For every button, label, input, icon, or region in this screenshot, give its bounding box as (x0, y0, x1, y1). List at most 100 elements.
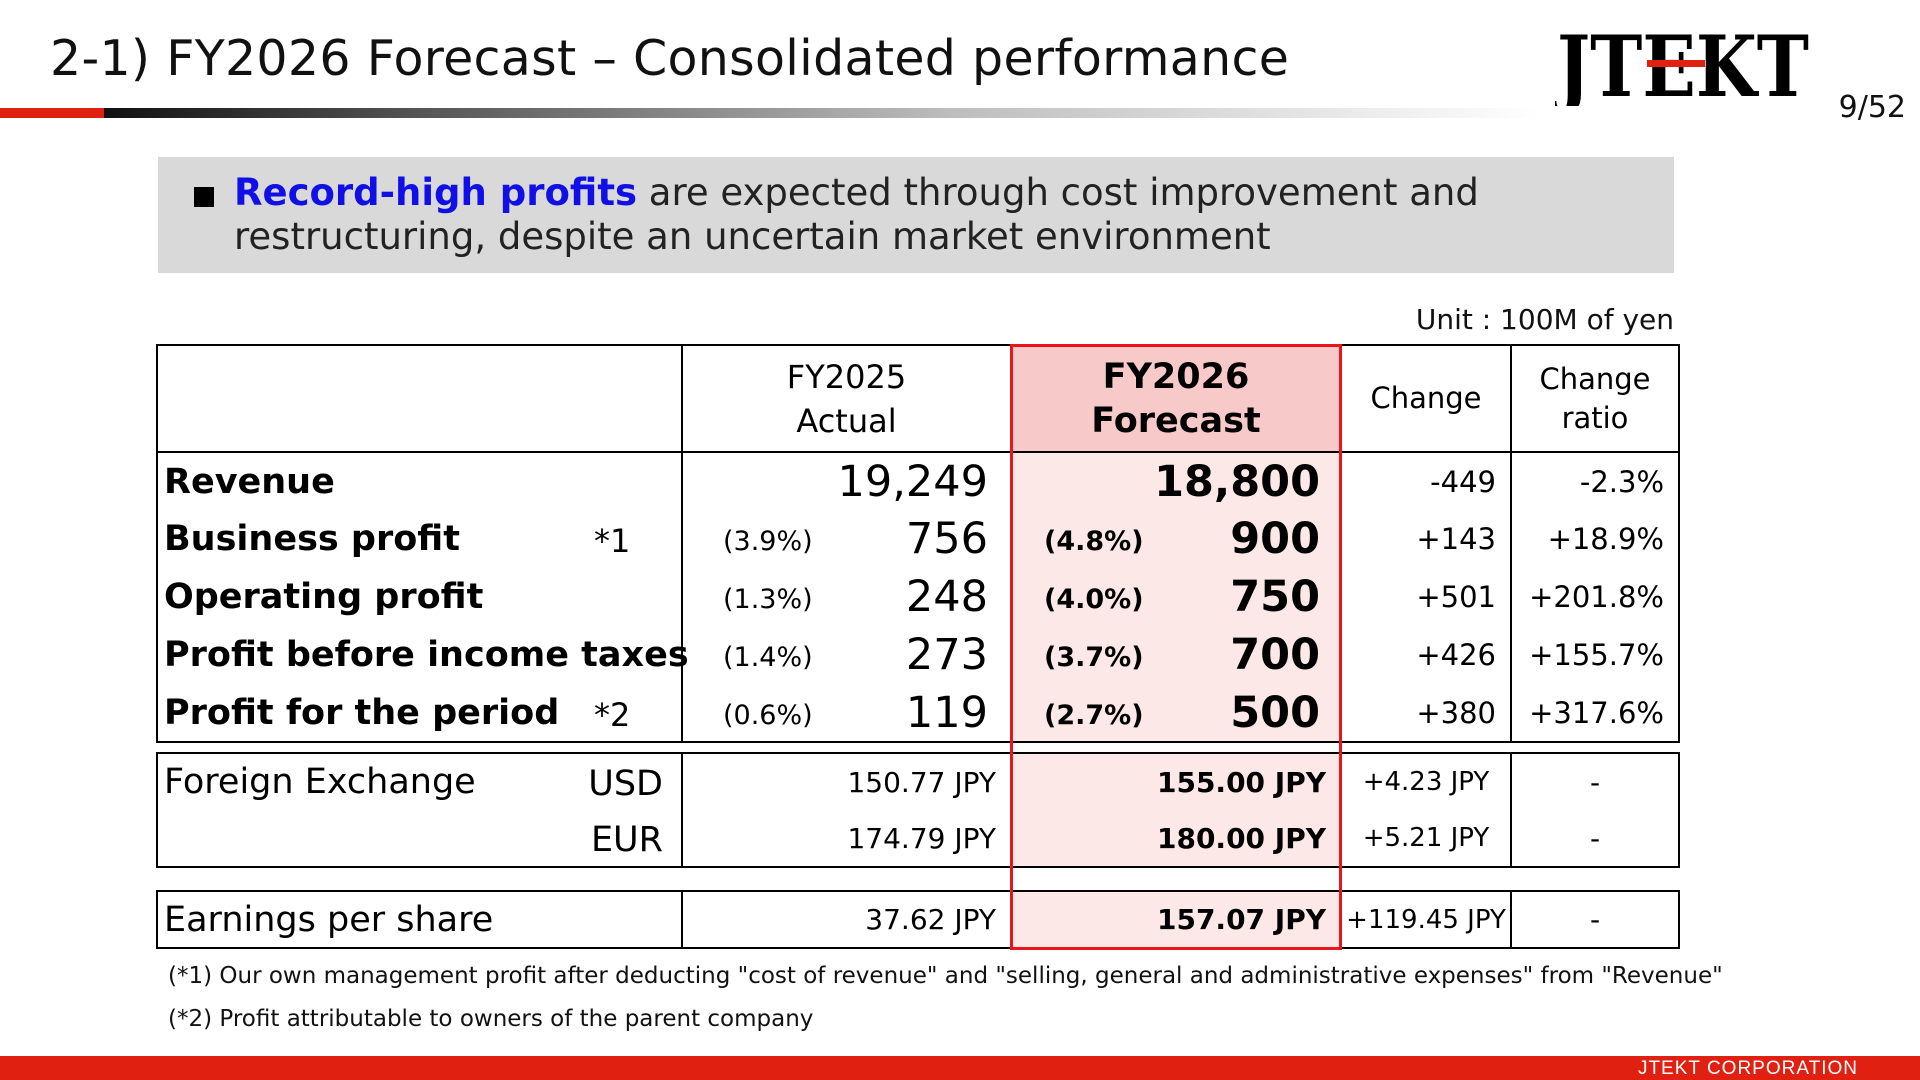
summary-rest: are expected through cost improvement an… (234, 171, 1479, 258)
title-underline-bar (0, 108, 1540, 118)
forecast-margin-pct: (2.7%) (1044, 700, 1144, 731)
row-label: Revenue (157, 452, 682, 510)
actual-cell-inner: (1.3%) 248 (683, 568, 1010, 626)
header-change: Change (1340, 345, 1511, 453)
change-value: +143 (1340, 510, 1511, 568)
table-row: Revenue 19,249 18,800 -449 -2.3% (157, 452, 1679, 510)
row-label-text: Operating profit (164, 577, 484, 617)
forecast-cell-inner: (3.7%) 700 (1012, 626, 1340, 684)
fx-forecast: 155.00 JPY (1010, 753, 1341, 810)
row-note-mark: *2 (594, 696, 631, 734)
fx-ratio: - (1510, 753, 1679, 810)
jtekt-logo: JTEKT (1555, 26, 1809, 106)
change-value: +380 (1340, 684, 1511, 742)
fx-label-cell: Foreign Exchange USD (157, 753, 682, 810)
forecast-value: 900 (1230, 514, 1320, 564)
fx-currency: EUR (590, 820, 663, 860)
forecast-cell: (3.7%) 700 (1010, 626, 1341, 684)
summary-text: Record-high profits are expected through… (234, 171, 1654, 259)
row-label-text: Revenue (164, 461, 335, 502)
change-ratio-value: +18.9% (1510, 510, 1679, 568)
actual-cell: (3.9%) 756 (681, 510, 1011, 568)
eps-ratio: - (1510, 891, 1679, 948)
actual-value: 248 (905, 572, 988, 622)
page-number: 9/52 (1838, 90, 1906, 125)
table-row: Profit before income taxes (1.4%) 273 (3.7%… (157, 626, 1679, 684)
fx-row: Foreign Exchange USD 150.77 JPY 155.00 JPY +… (157, 753, 1679, 810)
footer-company: JTEKT CORPORATION (1637, 1058, 1858, 1079)
unit-note: Unit : 100M of yen (1415, 303, 1674, 336)
actual-margin-pct: (3.9%) (723, 526, 813, 557)
row-label-text: Profit before income taxes (164, 635, 689, 675)
forecast-margin-pct: (4.8%) (1044, 526, 1144, 557)
actual-cell-inner: (1.4%) 273 (683, 626, 1010, 684)
table-header-row: FY2025 Actual FY2026 Forecast Change Chang… (157, 345, 1679, 453)
fx-forecast: 180.00 JPY (1010, 810, 1341, 867)
actual-value: 19,249 (837, 457, 988, 507)
table-row: Business profit *1 (3.9%) 756 (4.8%) 900 +143 +… (157, 510, 1679, 568)
header-blank (157, 345, 682, 453)
actual-cell: (1.4%) 273 (681, 626, 1011, 684)
actual-cell-inner: (0.6%) 119 (683, 684, 1010, 741)
actual-margin-pct: (1.3%) (723, 584, 813, 615)
actual-cell: 19,249 (681, 452, 1011, 510)
fx-change: +5.21 JPY (1340, 810, 1511, 867)
forecast-value: 700 (1230, 630, 1320, 680)
row-label: Operating profit (157, 568, 682, 626)
forecast-cell-inner: (2.7%) 500 (1012, 684, 1340, 741)
header-change-ratio: Change ratio (1510, 345, 1679, 453)
performance-table: FY2025 Actual FY2026 Forecast Change Chang… (156, 344, 1680, 743)
actual-cell: (0.6%) 119 (681, 684, 1011, 742)
eps-label: Earnings per share (164, 899, 494, 940)
fx-ratio: - (1510, 810, 1679, 867)
forecast-cell-inner: (4.0%) 750 (1012, 568, 1340, 626)
row-label: Business profit *1 (157, 510, 682, 568)
summary-box: Record-high profits are expected through… (158, 157, 1674, 273)
square-bullet-icon (194, 187, 214, 207)
forecast-value: 18,800 (1154, 457, 1320, 507)
row-label: Profit for the period *2 (157, 684, 682, 742)
forecast-cell-inner: (4.8%) 900 (1012, 510, 1340, 568)
actual-margin-pct: (0.6%) (723, 700, 813, 731)
actual-value: 273 (905, 630, 988, 680)
eps-table: Earnings per share 37.62 JPY 157.07 JPY … (156, 890, 1680, 949)
change-ratio-value: +317.6% (1510, 684, 1679, 742)
eps-actual: 37.62 JPY (681, 891, 1011, 948)
forecast-cell: (4.8%) 900 (1010, 510, 1341, 568)
row-note-mark: *1 (594, 522, 631, 560)
fx-row: EUR 174.79 JPY 180.00 JPY +5.21 JPY - (157, 810, 1679, 867)
forecast-value: 500 (1230, 688, 1320, 738)
footnote-1: (*1) Our own management profit after ded… (168, 963, 1723, 989)
forecast-cell: (4.0%) 750 (1010, 568, 1341, 626)
forecast-cell: (2.7%) 500 (1010, 684, 1341, 742)
change-ratio-value: -2.3% (1510, 452, 1679, 510)
summary-highlight: Record-high profits (234, 171, 638, 214)
fx-actual: 150.77 JPY (681, 753, 1011, 810)
fx-actual: 174.79 JPY (681, 810, 1011, 867)
forecast-margin-pct: (4.0%) (1044, 584, 1144, 615)
header-fy2025-actual: FY2025 Actual (681, 345, 1011, 453)
forecast-cell-inner: 18,800 (1012, 453, 1340, 510)
actual-value: 119 (905, 688, 988, 738)
row-label: Profit before income taxes (157, 626, 689, 684)
change-ratio-value: +201.8% (1510, 568, 1679, 626)
header-fy2026-forecast: FY2026 Forecast (1010, 345, 1341, 453)
page-title: 2-1) FY2026 Forecast – Consolidated perf… (50, 30, 1290, 87)
actual-cell-inner: 19,249 (683, 453, 1010, 510)
fx-change: +4.23 JPY (1340, 753, 1511, 810)
table-row: Operating profit (1.3%) 248 (4.0%) 750 +501 +2… (157, 568, 1679, 626)
forecast-cell: 18,800 (1010, 452, 1341, 510)
change-value: -449 (1340, 452, 1511, 510)
change-value: +426 (1340, 626, 1511, 684)
fx-label-cell: EUR (157, 810, 682, 867)
fx-table: Foreign Exchange USD 150.77 JPY 155.00 JPY +… (156, 752, 1680, 868)
eps-change: +119.45 JPY (1340, 891, 1511, 948)
table-row: Profit for the period *2 (0.6%) 119 (2.7%) 50… (157, 684, 1679, 742)
forecast-margin-pct: (3.7%) (1044, 642, 1144, 673)
actual-cell-inner: (3.9%) 756 (683, 510, 1010, 568)
forecast-value: 750 (1230, 572, 1320, 622)
row-label-text: Profit for the period (164, 692, 560, 733)
footnote-2: (*2) Profit attributable to owners of th… (168, 1006, 814, 1032)
row-label-text: Business profit (164, 519, 460, 559)
actual-value: 756 (905, 514, 988, 564)
